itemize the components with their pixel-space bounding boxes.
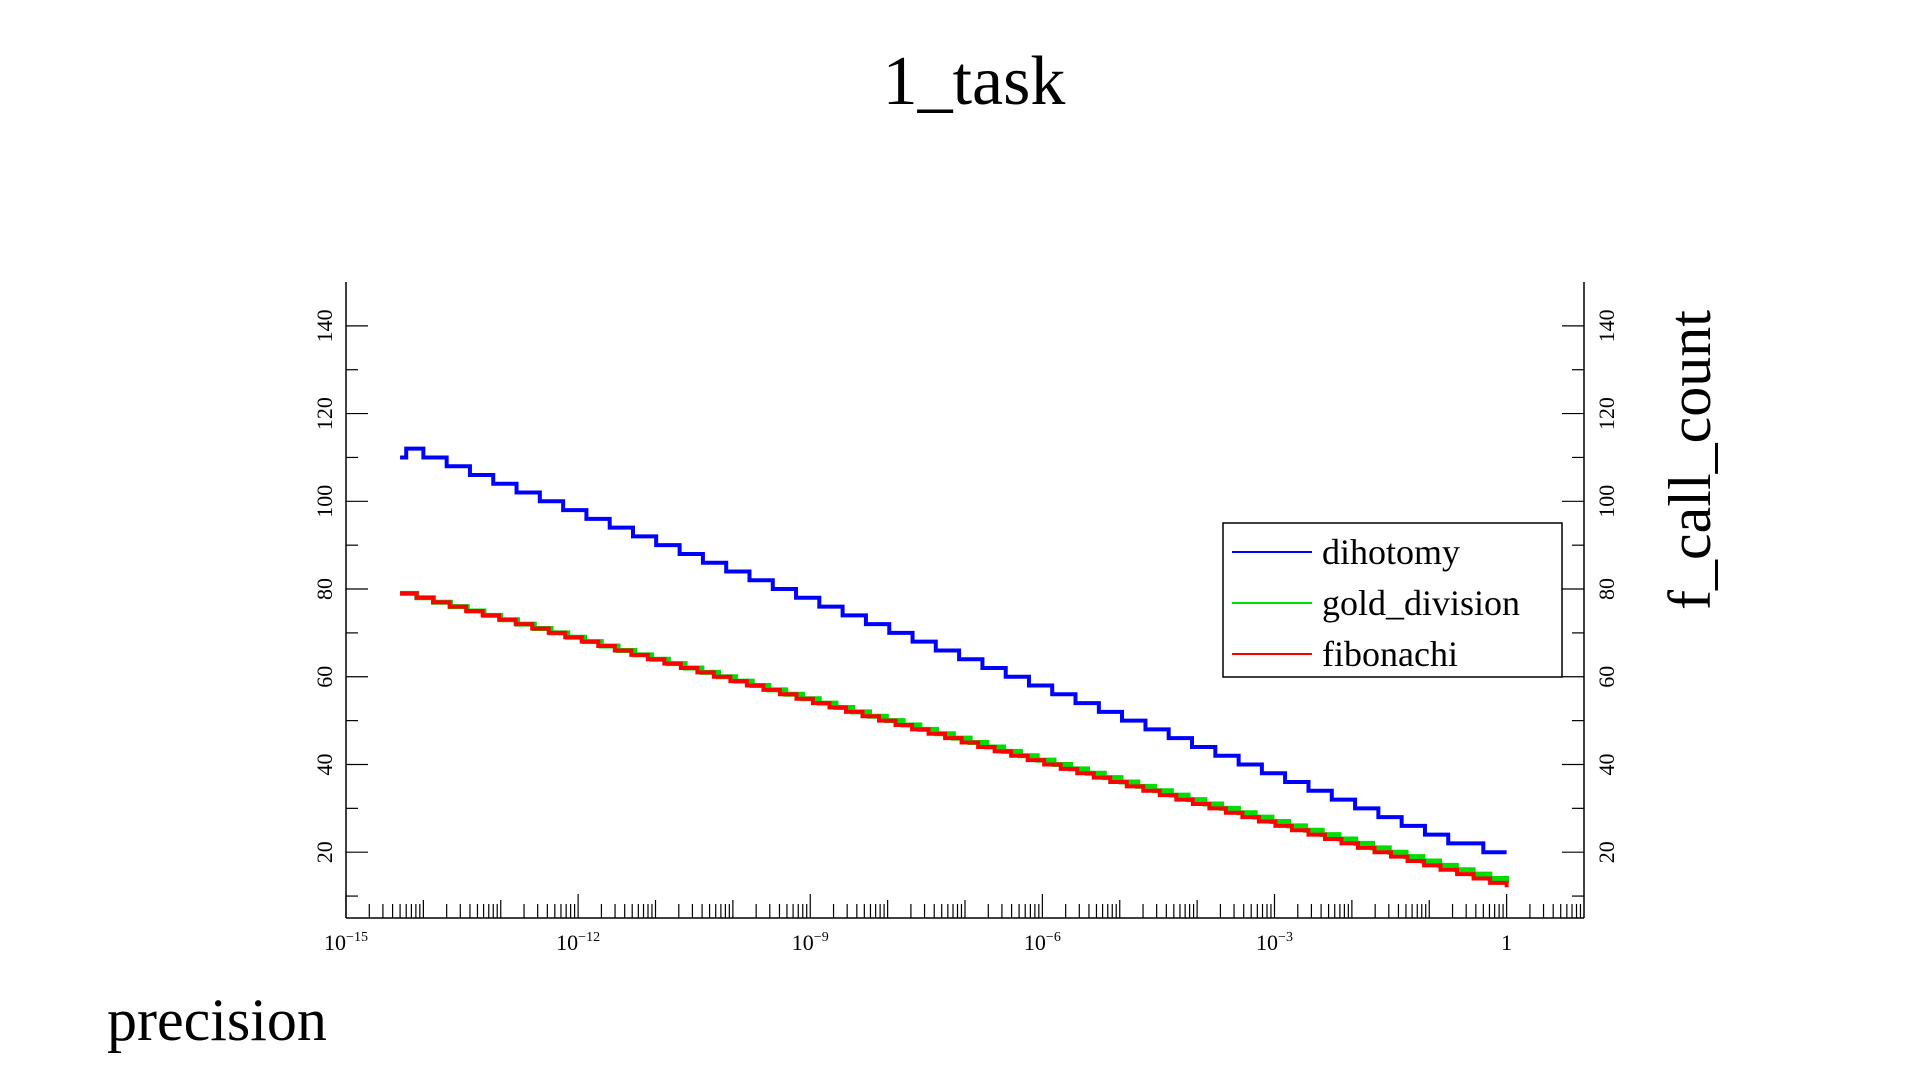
y-tick-label-right: 20 — [1594, 841, 1619, 863]
legend-label-fibonachi: fibonachi — [1322, 634, 1458, 674]
y-tick-label-right: 40 — [1594, 753, 1619, 775]
y-tick-label-right: 80 — [1594, 578, 1619, 600]
legend-label-gold-division: gold_division — [1322, 583, 1520, 623]
y-tick-label-right: 100 — [1594, 485, 1619, 518]
legend-label-dihotomy: dihotomy — [1322, 532, 1460, 572]
x-axis: 10−15 10−12 10−9 10−6 10−3 1 — [324, 894, 1582, 955]
x-tick-label: 10−9 — [792, 930, 829, 955]
series-dihotomy — [400, 446, 1507, 855]
y-axis-title: f_call_count — [1657, 310, 1723, 610]
y-tick-label-left: 140 — [312, 309, 337, 342]
y-tick-label-left: 40 — [312, 753, 337, 775]
x-axis-title: precision — [107, 987, 327, 1053]
series-layer — [400, 446, 1510, 888]
x-tick-label: 1 — [1501, 930, 1512, 955]
chart-title: 1_task — [883, 43, 1066, 120]
y-tick-label-right: 120 — [1594, 397, 1619, 430]
y-axis-left: 20 40 60 80 100 120 140 — [312, 309, 368, 897]
y-tick-label-left: 100 — [312, 485, 337, 518]
y-tick-label-left: 60 — [312, 666, 337, 688]
series-fibonachi — [400, 591, 1509, 888]
y-axis-right: 20 40 60 80 100 120 140 — [1562, 309, 1619, 897]
x-tick-label: 10−6 — [1024, 930, 1061, 955]
y-tick-label-left: 20 — [312, 841, 337, 863]
y-tick-label-left: 120 — [312, 397, 337, 430]
y-tick-label-right: 140 — [1594, 309, 1619, 342]
x-tick-label: 10−15 — [324, 930, 368, 955]
x-tick-label: 10−12 — [556, 930, 600, 955]
legend-box — [1222, 522, 1563, 678]
y-tick-label-right: 60 — [1594, 666, 1619, 688]
y-tick-label-left: 80 — [312, 578, 337, 600]
legend: dihotomy gold_division fibonachi — [1222, 522, 1563, 678]
x-tick-label: 10−3 — [1256, 930, 1293, 955]
